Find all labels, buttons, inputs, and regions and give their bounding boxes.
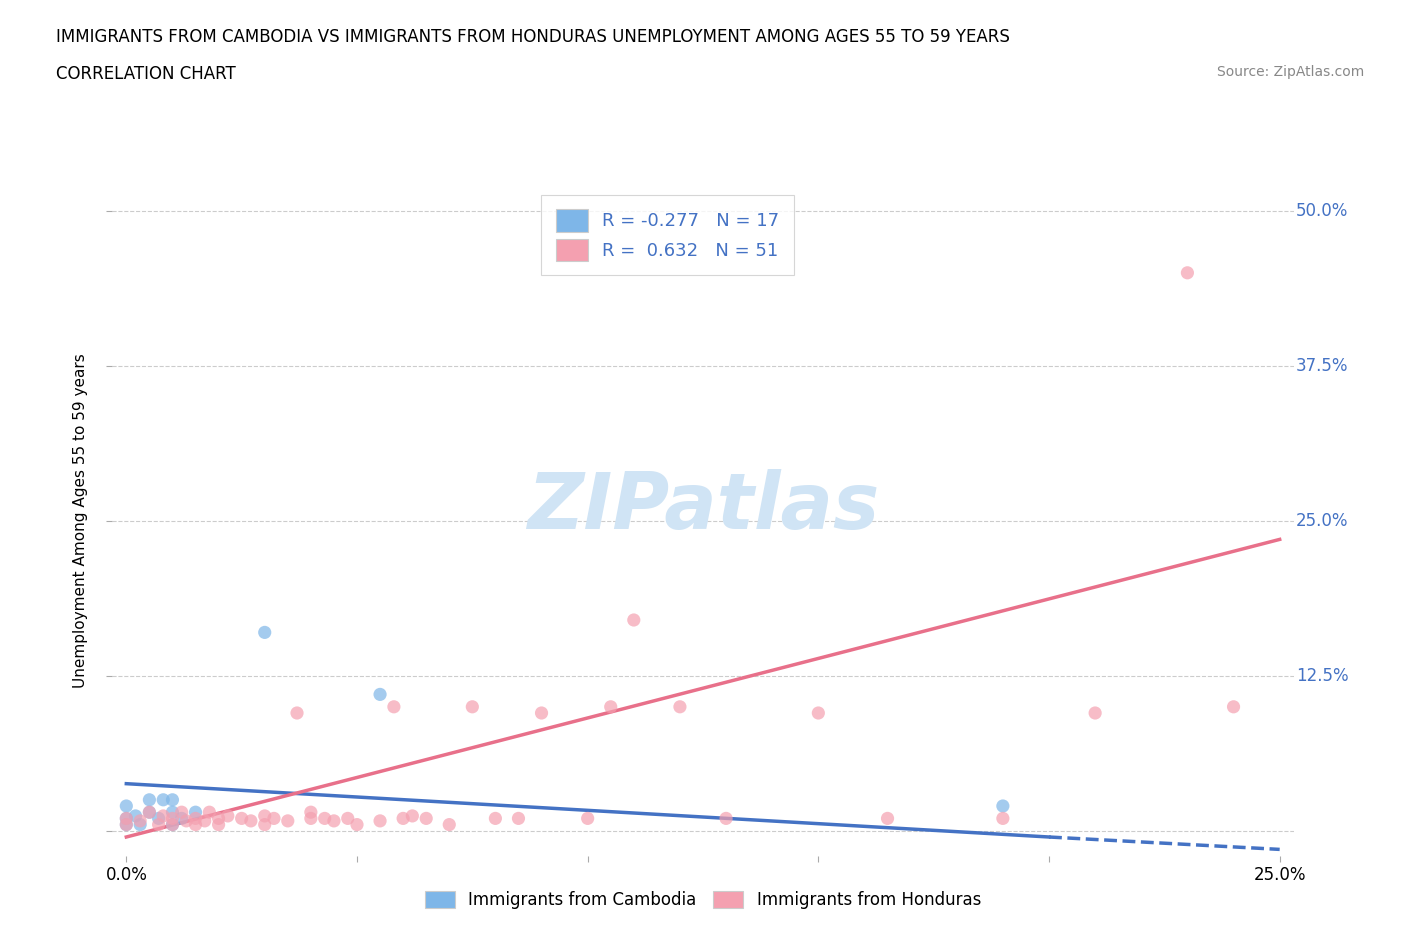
Point	[336, 811, 359, 826]
Point	[253, 808, 276, 823]
Point	[1222, 699, 1244, 714]
Point	[991, 799, 1014, 814]
Point	[346, 817, 368, 832]
Point	[484, 811, 506, 826]
Point	[162, 817, 184, 832]
Point	[162, 817, 184, 832]
Point	[322, 814, 346, 829]
Point	[368, 687, 391, 702]
Text: 50.0%: 50.0%	[1296, 202, 1348, 219]
Point	[368, 814, 391, 829]
Point	[174, 814, 197, 829]
Point	[115, 817, 138, 832]
Point	[129, 817, 152, 832]
Point	[277, 814, 299, 829]
Point	[184, 817, 207, 832]
Point	[184, 804, 207, 819]
Point	[401, 808, 423, 823]
Point	[152, 808, 174, 823]
Y-axis label: Unemployment Among Ages 55 to 59 years: Unemployment Among Ages 55 to 59 years	[73, 353, 89, 688]
Point	[253, 817, 276, 832]
Point	[415, 811, 437, 826]
Point	[382, 699, 405, 714]
Point	[623, 613, 645, 628]
Point	[439, 817, 461, 832]
Point	[669, 699, 692, 714]
Point	[299, 811, 322, 826]
Point	[198, 804, 221, 819]
Point	[314, 811, 336, 826]
Point	[115, 811, 138, 826]
Text: Source: ZipAtlas.com: Source: ZipAtlas.com	[1216, 65, 1364, 79]
Legend: Immigrants from Cambodia, Immigrants from Honduras: Immigrants from Cambodia, Immigrants fro…	[416, 883, 990, 917]
Text: ZIPatlas: ZIPatlas	[527, 470, 879, 545]
Point	[217, 808, 239, 823]
Point	[115, 811, 138, 826]
Text: 25.0%: 25.0%	[1296, 512, 1348, 530]
Point	[138, 804, 160, 819]
Text: IMMIGRANTS FROM CAMBODIA VS IMMIGRANTS FROM HONDURAS UNEMPLOYMENT AMONG AGES 55 : IMMIGRANTS FROM CAMBODIA VS IMMIGRANTS F…	[56, 28, 1010, 46]
Point	[1177, 265, 1199, 280]
Point	[876, 811, 898, 826]
Point	[148, 817, 170, 832]
Point	[138, 804, 160, 819]
Point	[263, 811, 285, 826]
Point	[162, 811, 184, 826]
Point	[138, 792, 160, 807]
Point	[599, 699, 621, 714]
Point	[184, 811, 207, 826]
Point	[239, 814, 262, 829]
Point	[392, 811, 415, 826]
Point	[148, 811, 170, 826]
Point	[508, 811, 530, 826]
Point	[253, 625, 276, 640]
Point	[129, 814, 152, 829]
Point	[530, 706, 553, 721]
Point	[162, 792, 184, 807]
Text: CORRELATION CHART: CORRELATION CHART	[56, 65, 236, 83]
Point	[285, 706, 308, 721]
Point	[299, 804, 322, 819]
Point	[714, 811, 737, 826]
Point	[152, 792, 174, 807]
Point	[170, 804, 193, 819]
Legend: R = -0.277   N = 17, R =  0.632   N = 51: R = -0.277 N = 17, R = 0.632 N = 51	[541, 195, 794, 275]
Point	[170, 811, 193, 826]
Point	[124, 808, 146, 823]
Point	[807, 706, 830, 721]
Point	[231, 811, 253, 826]
Point	[207, 817, 229, 832]
Text: 12.5%: 12.5%	[1296, 667, 1348, 684]
Point	[576, 811, 599, 826]
Text: 37.5%: 37.5%	[1296, 357, 1348, 375]
Point	[461, 699, 484, 714]
Point	[162, 804, 184, 819]
Point	[194, 814, 217, 829]
Point	[115, 799, 138, 814]
Point	[991, 811, 1014, 826]
Point	[115, 817, 138, 832]
Point	[1084, 706, 1107, 721]
Point	[207, 811, 229, 826]
